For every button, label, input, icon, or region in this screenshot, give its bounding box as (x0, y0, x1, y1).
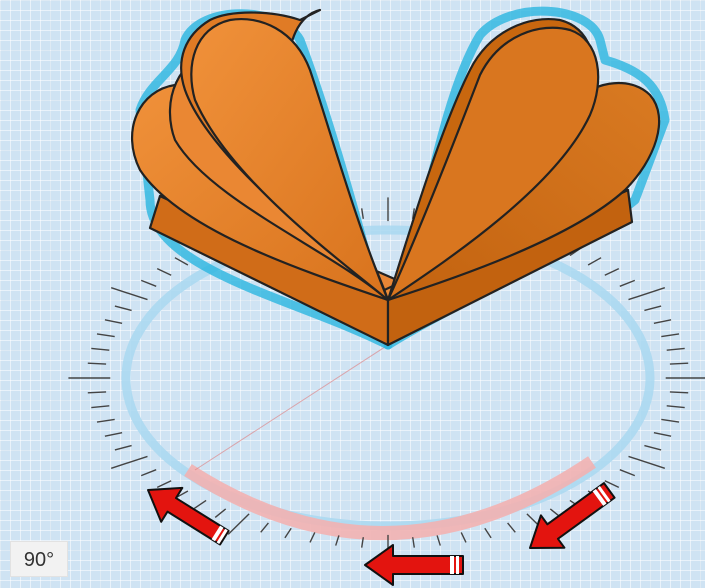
rotation-tick (214, 508, 227, 518)
rotation-tick (193, 499, 207, 509)
rotation-tick (361, 208, 364, 219)
rotation-sweep-arc (184, 456, 596, 540)
rotation-tick (96, 333, 115, 338)
rotation-tick (644, 305, 662, 312)
rotation-tick (460, 532, 467, 543)
rotation-tick (653, 432, 672, 437)
rotation-tick (227, 513, 250, 535)
rotation-tick (104, 319, 123, 324)
rotation-tick (653, 319, 672, 324)
red-arrow-left (147, 486, 230, 546)
rotation-tick (628, 455, 666, 469)
rotation-tick (335, 535, 340, 546)
rotation-tick (587, 257, 602, 266)
rotation-tick (604, 480, 620, 489)
rotation-tick (156, 480, 172, 489)
rotation-tick (661, 333, 680, 338)
red-arrow-bottom (364, 544, 464, 586)
rotation-tick (174, 257, 189, 266)
pivot-axis-line (194, 344, 389, 471)
rotation-tick (644, 444, 662, 451)
rotation-tick (669, 362, 689, 365)
rotation-tick (91, 405, 110, 409)
rotation-tick (666, 405, 685, 409)
rotation-tick (412, 208, 415, 219)
rotation-angle-readout: 90° (10, 541, 68, 577)
rotation-tick (87, 362, 107, 365)
rotation-tick (140, 469, 157, 477)
rotation-tick (619, 279, 636, 287)
rotation-tick (412, 537, 415, 548)
petal-front-right (386, 26, 600, 302)
rotation-tick (156, 267, 172, 276)
rotation-tick (666, 347, 685, 351)
rotation-tick (436, 535, 441, 546)
red-arrow-right (529, 482, 616, 549)
rotation-tick (87, 391, 107, 394)
rotation-tick (284, 527, 292, 539)
rotation-tick (309, 532, 316, 543)
rotation-tick (91, 347, 110, 351)
flower-petals-shape[interactable] (131, 6, 670, 350)
rotation-tick (661, 418, 680, 423)
rotation-tick (669, 391, 689, 394)
rotation-tick (484, 527, 492, 539)
rotation-tick (604, 267, 620, 276)
rotation-tick (114, 444, 132, 451)
annotation-arrows (147, 482, 616, 586)
rotation-tick (110, 455, 148, 469)
rotation-tick (628, 287, 666, 301)
rotation-tick (114, 305, 132, 312)
rotation-tick (507, 522, 516, 533)
petal-front-left (190, 18, 390, 302)
rotation-tick (110, 287, 148, 301)
rotation-tick (260, 522, 269, 533)
rotation-tick (619, 469, 636, 477)
rotation-tick (104, 432, 123, 437)
rotation-tick (96, 418, 115, 423)
rotation-tick (361, 537, 364, 548)
rotation-tick (140, 279, 157, 287)
